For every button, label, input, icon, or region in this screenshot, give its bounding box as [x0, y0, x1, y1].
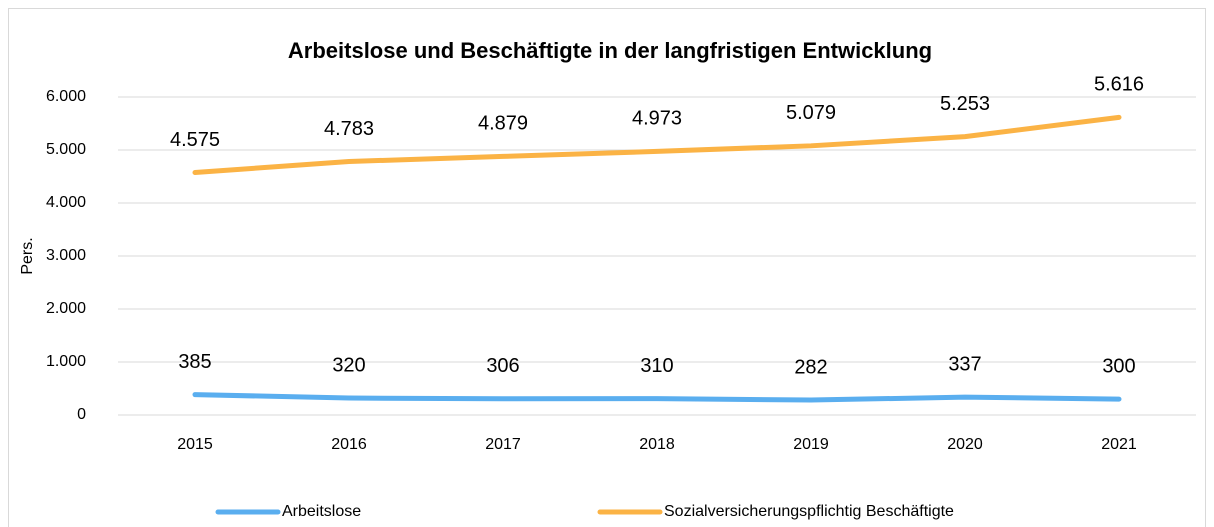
chart-title: Arbeitslose und Beschäftigte in der lang…	[288, 38, 932, 63]
x-tick-label: 2020	[947, 436, 983, 453]
y-tick-label: 1.000	[46, 353, 86, 370]
x-tick-label: 2019	[793, 436, 829, 453]
legend-label: Arbeitslose	[282, 503, 361, 520]
data-label: 310	[640, 355, 673, 377]
y-tick-label: 0	[77, 406, 86, 423]
data-label: 300	[1102, 355, 1135, 377]
data-label: 5.616	[1094, 74, 1144, 96]
legend-label: Sozialversicherungspflichtig Beschäftigt…	[664, 503, 954, 520]
x-tick-label: 2016	[331, 436, 367, 453]
chart-border	[8, 8, 1206, 527]
data-label: 385	[178, 351, 211, 373]
data-label: 282	[794, 356, 827, 378]
y-tick-label: 3.000	[46, 247, 86, 264]
y-tick-label: 5.000	[46, 141, 86, 158]
data-label: 337	[948, 353, 981, 375]
data-label: 306	[486, 355, 519, 377]
data-label: 4.575	[170, 129, 220, 151]
y-axis-label: Pers.	[19, 237, 36, 274]
data-label: 5.253	[940, 93, 990, 115]
y-tick-label: 2.000	[46, 300, 86, 317]
data-label: 5.079	[786, 102, 836, 124]
line-series	[192, 114, 1122, 176]
x-tick-label: 2017	[485, 436, 521, 453]
x-tick-label: 2015	[177, 436, 213, 453]
data-label: 4.879	[478, 113, 528, 135]
data-label: 4.973	[632, 108, 682, 130]
y-tick-label: 6.000	[46, 88, 86, 105]
x-tick-label: 2018	[639, 436, 675, 453]
data-label: 320	[332, 354, 365, 376]
line-series	[192, 392, 1122, 403]
data-label: 4.783	[324, 118, 374, 140]
y-tick-label: 4.000	[46, 194, 86, 211]
x-tick-label: 2021	[1101, 436, 1137, 453]
